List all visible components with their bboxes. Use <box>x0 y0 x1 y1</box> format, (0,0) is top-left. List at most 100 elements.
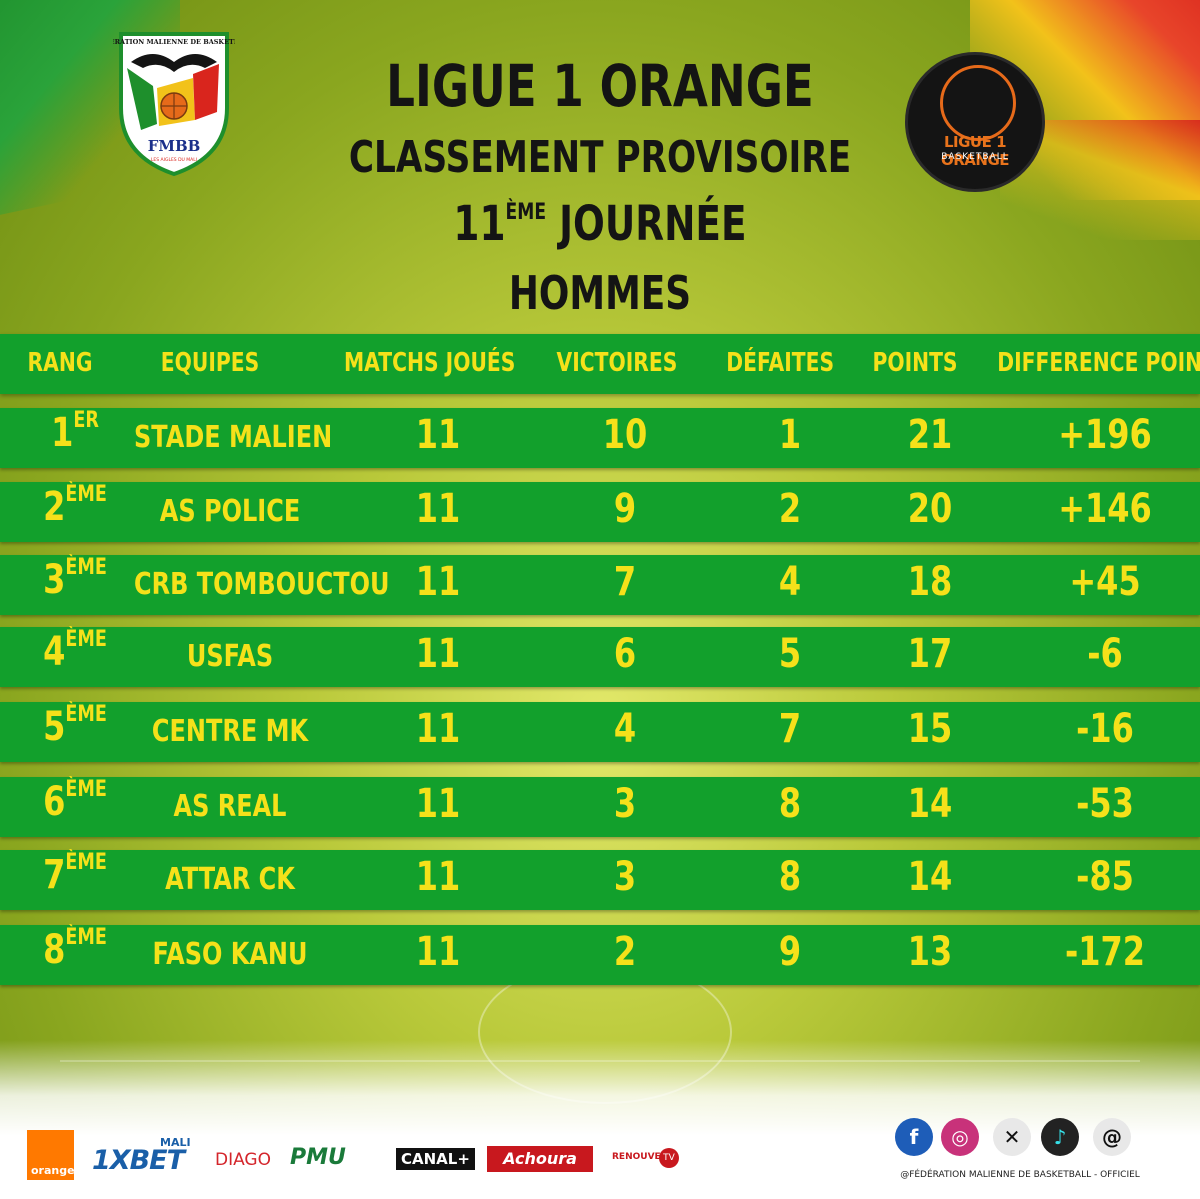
row-wins: 6 <box>613 631 637 677</box>
row-difference: -172 <box>1064 929 1146 975</box>
row-points: 14 <box>907 781 953 827</box>
rank-suffix: ÈME <box>65 482 107 507</box>
category-title: HOMMES <box>508 266 692 320</box>
renouveau-sponsor-logo: RENOUVEAU <box>612 1152 675 1162</box>
row-points: 18 <box>907 559 953 605</box>
orange-sponsor-text: orange <box>31 1164 75 1177</box>
table-row: 7ÈME ATTAR CK 11 3 8 14 -85 <box>0 850 1200 910</box>
achoura-sponsor-logo: Achoura <box>487 1146 593 1172</box>
rank-suffix: ÈME <box>65 702 107 727</box>
row-points: 13 <box>907 929 953 975</box>
fmbb-logo-acronym: FMBB <box>148 137 201 155</box>
renouveau-tv-badge: TV <box>659 1148 679 1168</box>
row-losses: 1 <box>778 412 802 458</box>
row-played: 11 <box>415 929 461 975</box>
row-played: 11 <box>415 486 461 532</box>
ligue-1-orange-logo: LIGUE 1 ORANGE BASKETBALL <box>905 52 1045 192</box>
facebook-icon[interactable]: f <box>895 1118 933 1156</box>
row-points: 14 <box>907 854 953 900</box>
row-difference: -16 <box>1076 706 1134 752</box>
table-row: 1ER STADE MALIEN 11 10 1 21 +196 <box>0 408 1200 468</box>
rank-number: 2 <box>43 484 66 530</box>
row-wins: 9 <box>613 486 637 532</box>
row-difference: +146 <box>1058 486 1152 532</box>
header-difference-points: DIFFERENCE POINTS <box>997 348 1200 378</box>
row-difference: -53 <box>1076 781 1134 827</box>
row-played: 11 <box>415 781 461 827</box>
rank-suffix: ÈME <box>65 555 107 580</box>
rank-number: 7 <box>43 852 66 898</box>
table-row: 2ÈME AS POLICE 11 9 2 20 +146 <box>0 482 1200 542</box>
row-rank: 8ÈME <box>31 925 119 973</box>
row-difference: -85 <box>1076 854 1134 900</box>
matchday-word: JOURNÉE <box>546 196 747 252</box>
1xbet-mali-label: MALI <box>160 1136 191 1149</box>
table-row: 6ÈME AS REAL 11 3 8 14 -53 <box>0 777 1200 837</box>
row-losses: 5 <box>778 631 802 677</box>
row-wins: 4 <box>613 706 637 752</box>
row-played: 11 <box>415 631 461 677</box>
row-points: 20 <box>907 486 953 532</box>
table-row: 3ÈME CRB TOMBOUCTOU 11 7 4 18 +45 <box>0 555 1200 615</box>
footer-background <box>0 1040 1200 1199</box>
table-row: 4ÈME USFAS 11 6 5 17 -6 <box>0 627 1200 687</box>
rank-suffix: ÈME <box>65 627 107 652</box>
header-points: POINTS <box>872 348 958 378</box>
row-played: 11 <box>415 412 461 458</box>
ligue-logo-title: LIGUE 1 ORANGE <box>940 133 1010 169</box>
row-rank: 5ÈME <box>31 702 119 750</box>
row-losses: 2 <box>778 486 802 532</box>
rank-number: 4 <box>43 629 66 675</box>
row-wins: 10 <box>602 412 648 458</box>
table-header: RANG EQUIPES MATCHS JOUÉS VICTOIRES DÉFA… <box>0 334 1200 394</box>
x-icon[interactable]: ✕ <box>993 1118 1031 1156</box>
row-team: AS POLICE <box>159 494 301 529</box>
row-team: CENTRE MK <box>151 714 309 749</box>
row-played: 11 <box>415 559 461 605</box>
row-difference: +196 <box>1058 412 1152 458</box>
table-row: 5ÈME CENTRE MK 11 4 7 15 -16 <box>0 702 1200 762</box>
poster-title: LIGUE 1 ORANGE <box>386 52 814 120</box>
row-losses: 9 <box>778 929 802 975</box>
row-losses: 7 <box>778 706 802 752</box>
row-played: 11 <box>415 706 461 752</box>
threads-icon[interactable]: @ <box>1093 1118 1131 1156</box>
tiktok-icon[interactable]: ♪ <box>1041 1118 1079 1156</box>
row-points: 17 <box>907 631 953 677</box>
instagram-icon[interactable]: ◎ <box>941 1118 979 1156</box>
matchday-suffix: ÈME <box>505 200 547 225</box>
row-team: FASO KANU <box>152 937 308 972</box>
row-played: 11 <box>415 854 461 900</box>
rank-number: 1 <box>51 410 74 456</box>
row-difference: -6 <box>1087 631 1123 677</box>
row-wins: 2 <box>613 929 637 975</box>
row-team: AS REAL <box>173 789 287 824</box>
rank-suffix: ÈME <box>65 925 107 950</box>
rank-number: 6 <box>43 779 66 825</box>
row-wins: 7 <box>613 559 637 605</box>
header-victoires: VICTOIRES <box>556 348 678 378</box>
row-rank: 7ÈME <box>31 850 119 898</box>
row-points: 15 <box>907 706 953 752</box>
row-rank: 6ÈME <box>31 777 119 825</box>
rank-suffix: ÈME <box>65 777 107 802</box>
rank-suffix: ÈME <box>65 850 107 875</box>
row-rank: 3ÈME <box>31 555 119 603</box>
social-handle: @FÉDÉRATION MALIENNE DE BASKETBALL - OFF… <box>900 1170 1140 1180</box>
orange-sponsor-logo: orange <box>27 1130 75 1180</box>
row-losses: 8 <box>778 781 802 827</box>
row-team: ATTAR CK <box>165 862 295 897</box>
1xbet-sponsor-logo: 1XBET <box>92 1145 185 1176</box>
row-rank: 2ÈME <box>31 482 119 530</box>
header-matchs-joues: MATCHS JOUÉS <box>344 348 516 378</box>
row-rank: 4ÈME <box>31 627 119 675</box>
basketball-icon <box>940 65 1016 141</box>
fmbb-logo-motto: LES AIGLES DU MALI <box>151 157 197 163</box>
row-team: CRB TOMBOUCTOU <box>134 567 390 602</box>
row-team: STADE MALIEN <box>134 420 333 455</box>
row-wins: 3 <box>613 854 637 900</box>
row-wins: 3 <box>613 781 637 827</box>
rank-suffix: ER <box>73 408 99 433</box>
pmu-sponsor-logo: PMU <box>290 1145 346 1170</box>
